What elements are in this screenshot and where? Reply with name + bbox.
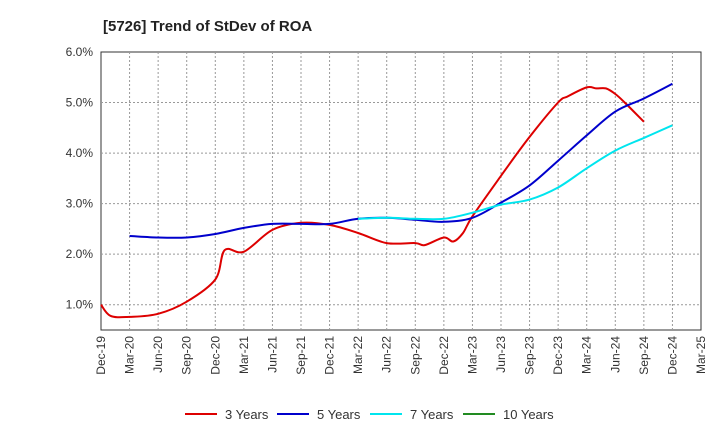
legend-label-3-years: 3 Years xyxy=(225,407,269,422)
series-line-7-years xyxy=(358,124,673,221)
x-axis-ticks: Dec-19 Mar-20 Jun-20 Sep-20 Dec-20 Mar-21 Jun-… xyxy=(94,336,708,375)
y-tick-label: 1.0% xyxy=(66,298,94,312)
y-tick-label: 4.0% xyxy=(66,146,94,160)
chart-title: [5726] Trend of StDev of ROA xyxy=(103,18,312,35)
x-tick-label: Mar-23 xyxy=(465,336,479,374)
y-tick-label: 3.0% xyxy=(66,197,94,211)
x-tick-label: Jun-20 xyxy=(151,336,165,373)
x-tick-label: Jun-24 xyxy=(608,336,622,373)
legend: 3 Years 5 Years 7 Years 10 Years xyxy=(185,407,554,422)
plot-area xyxy=(100,51,702,331)
x-tick-label: Sep-22 xyxy=(408,336,422,375)
legend-label-5-years: 5 Years xyxy=(317,407,361,422)
x-tick-label: Dec-19 xyxy=(94,336,108,375)
x-tick-label: Jun-22 xyxy=(380,336,394,373)
x-tick-label: Mar-24 xyxy=(580,336,594,374)
x-tick-label: Dec-22 xyxy=(437,336,451,375)
y-tick-label: 2.0% xyxy=(66,247,94,261)
x-tick-label: Jun-21 xyxy=(265,336,279,373)
series-lines xyxy=(100,82,673,319)
x-tick-label: Mar-22 xyxy=(351,336,365,374)
x-tick-label: Mar-21 xyxy=(237,336,251,374)
legend-label-10-years: 10 Years xyxy=(503,407,554,422)
x-tick-label: Dec-23 xyxy=(551,336,565,375)
x-tick-label: Dec-21 xyxy=(323,336,337,375)
x-tick-label: Mar-20 xyxy=(123,336,137,374)
x-tick-label: Mar-25 xyxy=(694,336,708,374)
x-tick-label: Sep-21 xyxy=(294,336,308,375)
x-tick-label: Jun-23 xyxy=(494,336,508,373)
x-tick-label: Sep-20 xyxy=(180,336,194,375)
x-tick-label: Sep-24 xyxy=(637,336,651,375)
y-tick-label: 5.0% xyxy=(66,96,94,110)
series-line-3-years xyxy=(100,85,645,319)
x-tick-label: Dec-24 xyxy=(665,336,679,375)
x-tick-label: Sep-23 xyxy=(523,336,537,375)
y-tick-label: 6.0% xyxy=(66,45,94,59)
x-tick-label: Dec-20 xyxy=(208,336,222,375)
legend-label-7-years: 7 Years xyxy=(410,407,454,422)
y-axis-ticks: 1.0% 2.0% 3.0% 4.0% 5.0% 6.0% xyxy=(66,45,94,312)
grid xyxy=(101,52,701,330)
